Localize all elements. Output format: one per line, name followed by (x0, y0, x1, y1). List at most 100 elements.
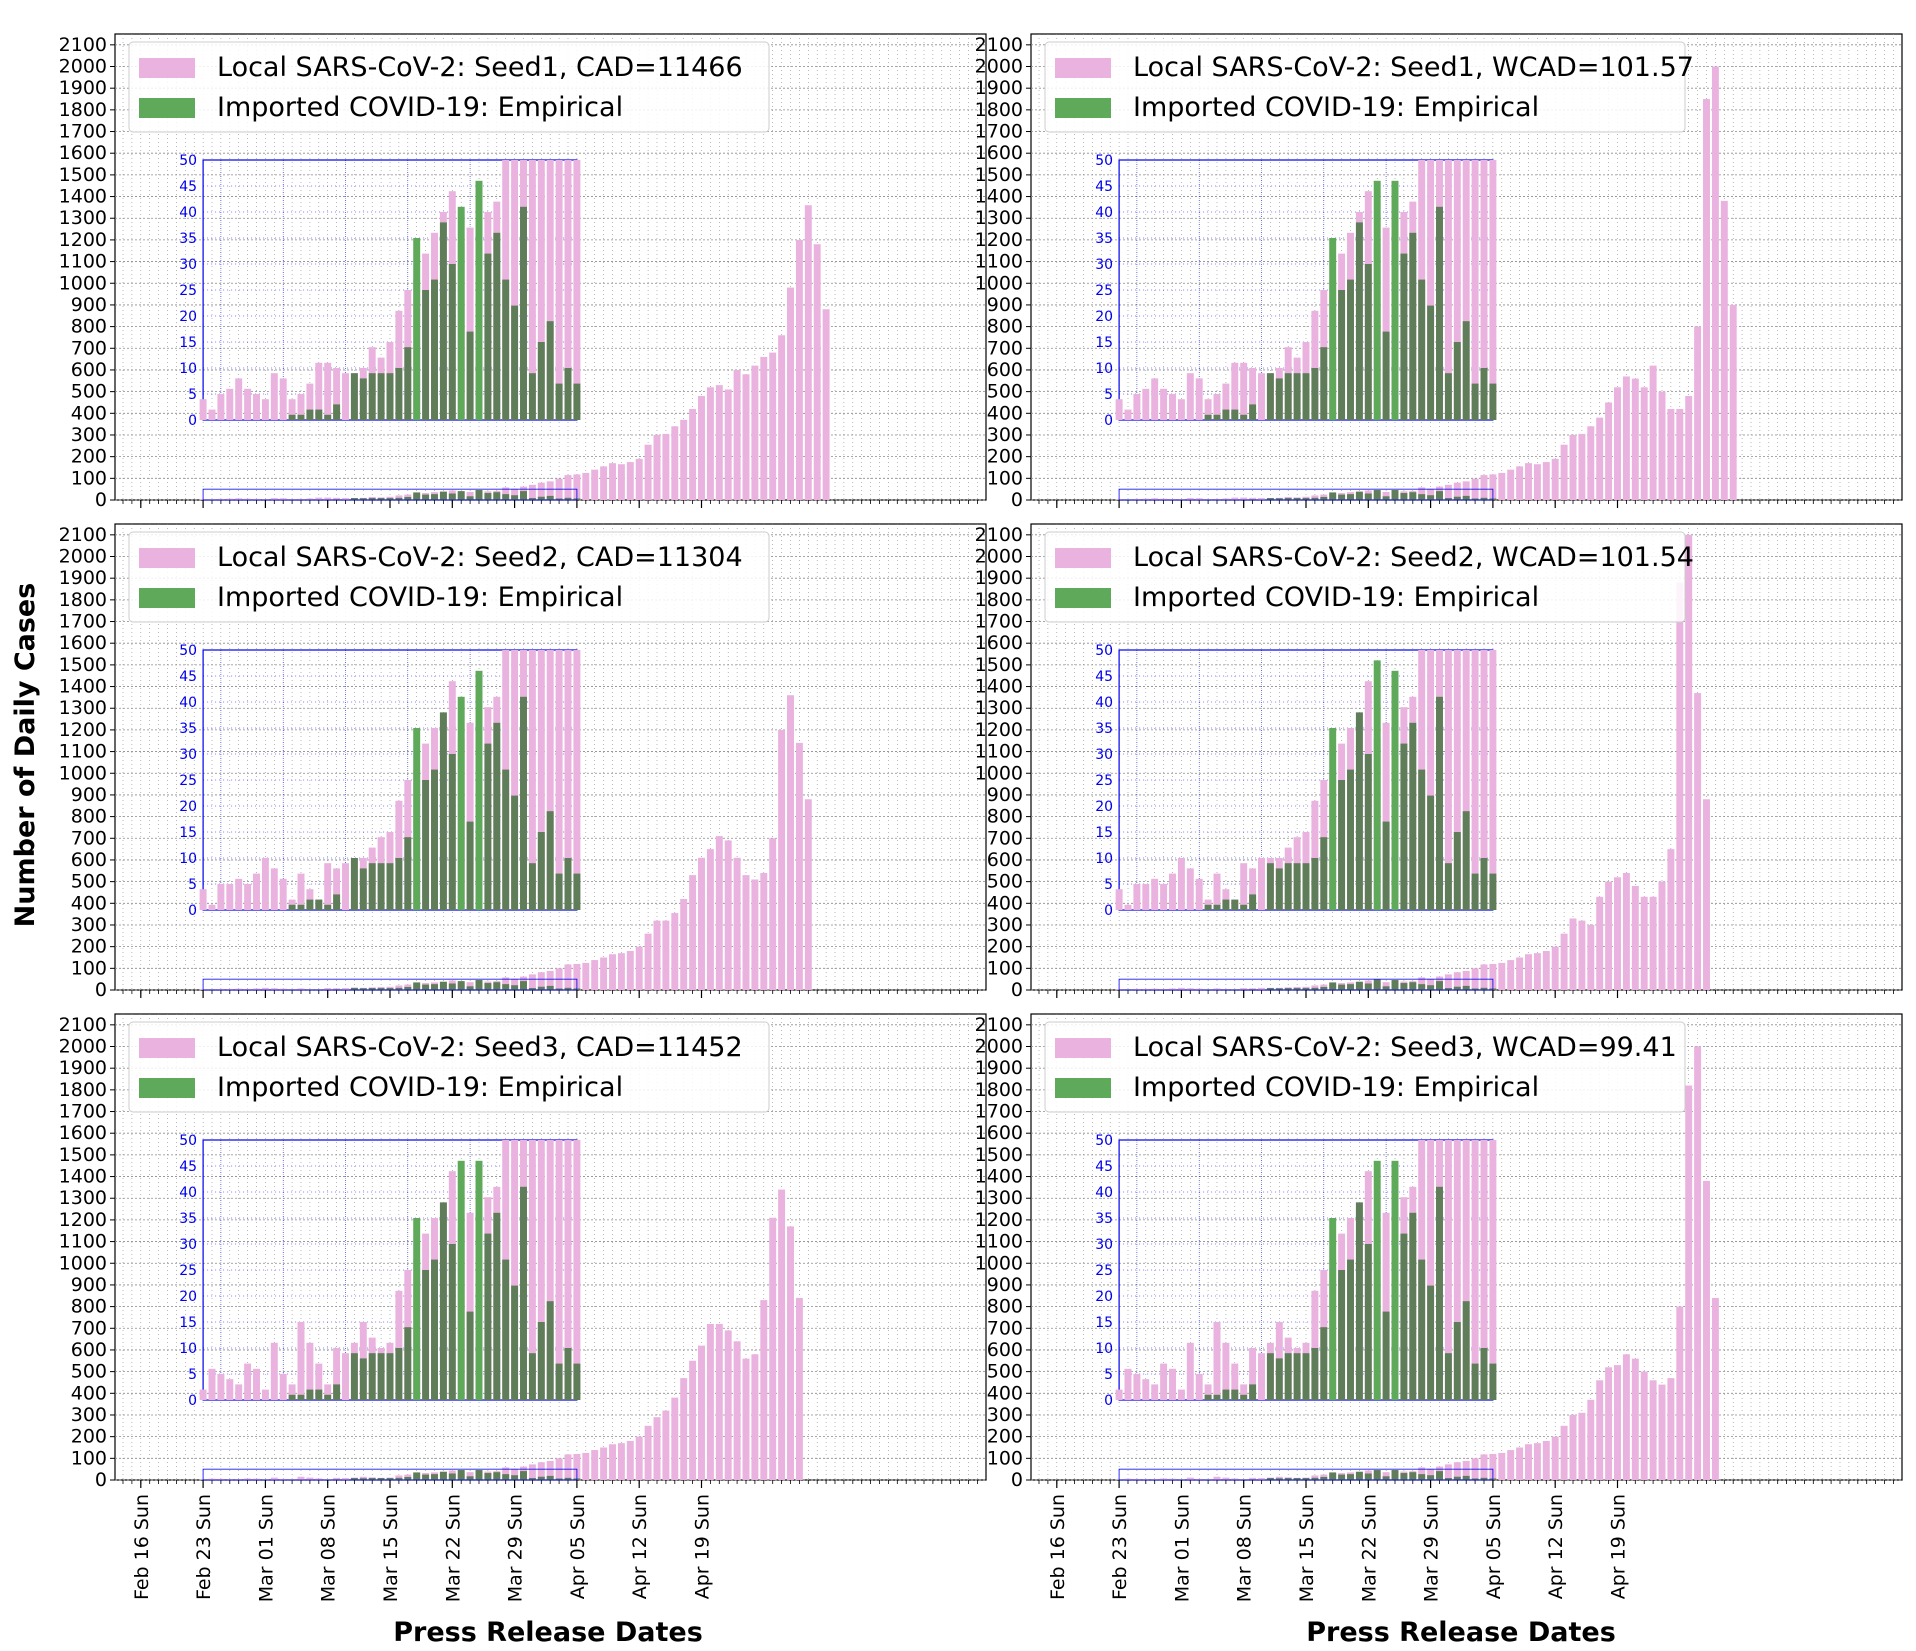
inset-bar-local (537, 1140, 545, 1400)
inset-bar-imported (386, 863, 394, 910)
inset-bar-imported (448, 264, 456, 420)
bar-imported (448, 1473, 456, 1480)
inset-bar-imported (1302, 373, 1310, 420)
inset-bar-local (199, 399, 207, 420)
inset-bar-local (342, 373, 349, 420)
inset-bar-imported (1453, 1322, 1461, 1400)
inset-bar-imported (1311, 1348, 1319, 1400)
inset-bar-imported (573, 873, 581, 910)
inset-bar-local (1195, 1374, 1203, 1400)
y-tick-label: 500 (987, 381, 1023, 403)
inset-bar-imported (1320, 347, 1328, 420)
y-tick-label: 700 (987, 337, 1023, 359)
inset-bar-local (1311, 800, 1319, 910)
inset-bar-local (1169, 1368, 1176, 1400)
inset-y-tick-label: 50 (1095, 643, 1113, 659)
inset-bar-imported (1266, 1353, 1274, 1400)
x-tick-label: Mar 08 Sun (1234, 1494, 1256, 1602)
inset-bar-imported (1284, 373, 1292, 420)
x-tick-label: Feb 23 Sun (193, 1494, 215, 1600)
x-tick-label: Apr 19 Sun (1608, 1494, 1630, 1599)
bar-imported (1275, 1478, 1283, 1480)
bar-imported (431, 984, 438, 990)
y-tick-label: 900 (987, 294, 1023, 316)
bar-imported (475, 980, 483, 990)
bar-imported (1427, 495, 1435, 500)
bar-local (591, 469, 599, 500)
inset-bar-local (1133, 884, 1141, 910)
inset-bar-imported (395, 858, 403, 910)
bar-local (1151, 498, 1159, 500)
bar-local (1578, 920, 1586, 990)
bar-local (1569, 918, 1577, 990)
y-tick-label: 400 (987, 402, 1023, 424)
inset-y-tick-label: 30 (1095, 1237, 1113, 1253)
bar-local (1729, 304, 1737, 500)
y-tick-label: 1300 (59, 1187, 107, 1209)
bar-local (1640, 387, 1648, 500)
bar-local (600, 466, 608, 500)
bar-local (1658, 391, 1666, 500)
bar-local (662, 433, 670, 500)
bar-imported (537, 986, 545, 990)
bar-imported (1418, 494, 1426, 500)
inset-bar-imported (1320, 1327, 1328, 1400)
y-tick-label: 800 (71, 806, 107, 828)
bar-imported (413, 1472, 421, 1480)
inset-bar-imported (1240, 414, 1248, 420)
inset-bar-imported (1311, 858, 1319, 910)
inset-bar-local (235, 1384, 243, 1400)
inset-bar-local (261, 399, 269, 420)
bar-local (1444, 1464, 1452, 1480)
bar-local (1631, 885, 1639, 990)
inset-y-tick-label: 0 (188, 1393, 197, 1409)
bar-local (1240, 497, 1248, 500)
inset-bar-imported (1338, 1270, 1346, 1400)
y-tick-label: 2000 (59, 546, 107, 568)
inset-bar-local (1222, 1342, 1230, 1400)
bar-imported (386, 498, 394, 500)
bar-imported (431, 494, 438, 500)
inset-y-tick-label: 40 (1095, 695, 1113, 711)
inset-y-tick-label: 40 (1095, 205, 1113, 221)
y-tick-label: 0 (1011, 979, 1023, 1001)
bar-imported (1453, 1476, 1461, 1480)
inset-bar-imported (395, 368, 403, 420)
bar-local (733, 1341, 741, 1480)
bar-local (787, 695, 794, 990)
bar-local (537, 972, 545, 990)
inset-bar-local (511, 160, 519, 420)
inset-bar-local (1124, 409, 1132, 420)
bar-local (573, 1453, 581, 1480)
y-tick-label: 1100 (975, 1231, 1023, 1253)
bar-imported (1382, 496, 1390, 500)
inset-bar-local (1186, 373, 1194, 420)
inset-bar-local (1453, 160, 1461, 420)
inset-bar-local (1151, 1384, 1159, 1400)
bar-local (1605, 1367, 1613, 1480)
bar-local (644, 1425, 652, 1480)
inset-bar-imported (1391, 670, 1399, 910)
bar-local (1231, 497, 1239, 500)
inset-bar-local (1186, 868, 1194, 910)
y-tick-label: 1200 (59, 719, 107, 741)
inset-bar-imported (573, 1363, 581, 1400)
bar-local (1480, 475, 1488, 500)
bar-imported (475, 1470, 483, 1480)
inset-bar-imported (1266, 373, 1274, 420)
inset-bar-local (1311, 1290, 1319, 1400)
bar-local (1311, 495, 1319, 500)
bar-imported (1391, 1470, 1399, 1480)
bar-local (342, 1478, 349, 1480)
x-tick-label: Apr 12 Sun (1545, 1494, 1567, 1599)
inset-bar-imported (1355, 222, 1363, 420)
inset-bar-imported (439, 222, 447, 420)
inset-bar-local (1231, 1363, 1239, 1400)
inset-bar-imported (350, 858, 358, 910)
y-tick-label: 1200 (59, 1209, 107, 1231)
inset-bar-local (466, 227, 474, 420)
bar-imported (1480, 987, 1488, 990)
bar-local (1533, 464, 1541, 500)
bar-local (1186, 498, 1194, 500)
legend-label-local: Local SARS-CoV-2: Seed2, CAD=11304 (217, 542, 743, 573)
